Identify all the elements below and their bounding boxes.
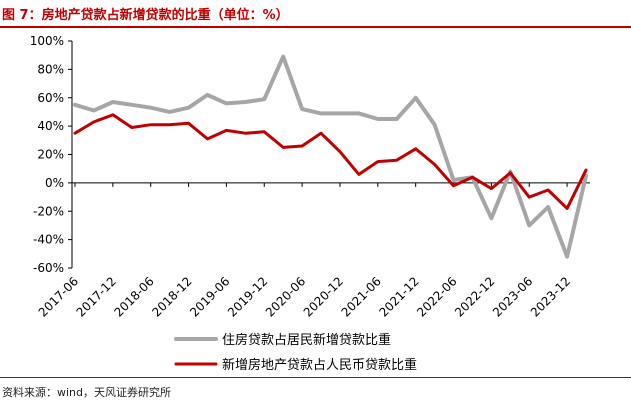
data-point-series-1	[168, 111, 171, 113]
figure-title: 图 7：房地产贷款占新增贷款的比重（单位：%）	[2, 8, 289, 23]
data-point-series-1	[93, 109, 95, 112]
data-point-series-1	[206, 94, 209, 96]
x-tick-label: 2019-06	[187, 274, 232, 319]
data-point-series-2	[433, 163, 436, 166]
data-point-series-1	[244, 101, 247, 103]
data-point-series-1	[339, 112, 341, 115]
y-tick-label: -60%	[33, 261, 64, 275]
series-line-1	[73, 54, 588, 259]
data-point-series-2	[414, 148, 417, 150]
data-point-series-2	[130, 126, 133, 129]
data-point-series-2	[509, 172, 512, 174]
y-tick-label: 100%	[30, 34, 64, 48]
data-point-series-2	[263, 131, 266, 133]
data-point-series-2	[358, 173, 360, 176]
data-point-series-2	[282, 146, 284, 149]
data-point-series-1	[149, 106, 152, 109]
x-tick-label: 2018-06	[111, 274, 156, 319]
data-point-series-1	[130, 104, 133, 106]
data-point-series-2	[74, 132, 76, 135]
data-point-series-2	[206, 138, 209, 140]
data-point-series-2	[471, 176, 474, 178]
y-tick-label: -40%	[33, 233, 64, 247]
data-point-series-1	[358, 112, 360, 115]
legend-label-2: 新增房地产贷款占人民币贷款比重	[222, 357, 417, 373]
data-point-series-2	[339, 150, 341, 153]
y-tick-label: 60%	[37, 91, 64, 105]
x-tick-label: 2023-06	[490, 274, 535, 319]
data-point-series-2	[490, 187, 493, 190]
data-point-series-1	[263, 98, 266, 100]
data-point-series-1	[566, 255, 568, 258]
line-chart: 100%80%60%40%20%0%-20%-40%-60%2017-06201…	[30, 34, 590, 373]
data-point-series-1	[452, 179, 455, 181]
x-tick-label: 2020-06	[263, 274, 308, 319]
data-point-series-2	[112, 113, 114, 116]
data-point-series-2	[528, 196, 531, 198]
data-point-series-2	[320, 132, 322, 135]
data-point-series-2	[547, 189, 549, 191]
data-point-series-2	[225, 129, 228, 132]
title-divider	[0, 26, 631, 28]
data-point-series-1	[301, 108, 303, 110]
data-point-series-2	[566, 207, 568, 210]
data-point-series-1	[377, 118, 379, 120]
data-point-series-1	[112, 101, 114, 103]
x-tick-label: 2017-06	[36, 274, 81, 319]
data-point-series-1	[547, 206, 549, 208]
data-point-series-1	[320, 112, 322, 115]
data-point-series-2	[395, 159, 398, 161]
series-line-2	[73, 113, 588, 210]
data-point-series-2	[452, 184, 455, 187]
source-note: 资料来源：wind，天风证券研究所	[2, 386, 172, 399]
source-divider	[0, 377, 631, 378]
data-point-series-1	[395, 118, 398, 120]
x-tick-label: 2020-12	[301, 274, 346, 319]
data-point-series-1	[74, 104, 76, 106]
data-point-series-1	[187, 106, 190, 109]
data-point-series-1	[585, 174, 587, 177]
y-tick-label: 20%	[37, 148, 64, 162]
x-tick-label: 2017-12	[74, 274, 119, 319]
y-tick-label: 40%	[37, 119, 64, 133]
x-tick-label: 2022-06	[414, 274, 459, 319]
data-point-series-2	[149, 123, 152, 126]
x-tick-label: 2018-12	[149, 274, 194, 319]
data-point-series-2	[377, 160, 379, 163]
y-tick-label: 80%	[37, 62, 64, 76]
data-point-series-1	[225, 102, 228, 105]
y-tick-label: -20%	[33, 204, 64, 218]
data-point-series-1	[528, 224, 531, 227]
data-point-series-2	[187, 122, 190, 125]
x-tick-label: 2021-06	[339, 274, 384, 319]
data-point-series-1	[414, 96, 417, 99]
data-point-series-2	[168, 123, 171, 126]
y-tick-label: 0%	[45, 176, 64, 190]
x-tick-label: 2022-12	[452, 274, 497, 319]
data-point-series-2	[301, 145, 303, 147]
x-tick-label: 2021-12	[376, 274, 421, 319]
data-point-series-1	[490, 217, 493, 220]
legend-label-1: 住房贷款占居民新增贷款比重	[222, 332, 391, 348]
data-point-series-1	[282, 55, 284, 58]
data-point-series-1	[433, 123, 436, 126]
data-point-series-2	[93, 121, 95, 123]
data-point-series-2	[585, 169, 587, 171]
x-tick-label: 2023-12	[528, 274, 573, 319]
figure-title-bar: 图 7：房地产贷款占新增贷款的比重（单位：%）	[0, 0, 631, 28]
x-tick-label: 2019-12	[225, 274, 270, 319]
data-point-series-2	[244, 132, 247, 135]
